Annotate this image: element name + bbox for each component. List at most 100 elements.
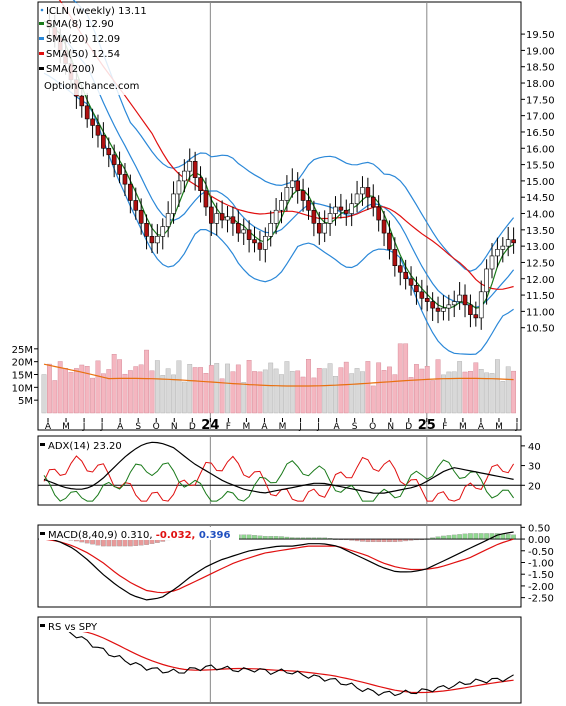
volume-bar bbox=[95, 360, 101, 414]
volume-bar bbox=[165, 368, 171, 414]
volume-tick-label: 10M bbox=[12, 383, 33, 394]
volume-bar bbox=[322, 368, 328, 414]
candle-body bbox=[316, 223, 322, 234]
candle-body bbox=[241, 229, 247, 234]
volume-bar bbox=[252, 371, 257, 414]
x-tick-label: J bbox=[515, 422, 519, 432]
y-tick-label: 15.00 bbox=[526, 177, 555, 188]
volume-bar bbox=[381, 370, 387, 414]
candle-body bbox=[392, 249, 398, 267]
candle-body bbox=[171, 193, 176, 214]
candle-body bbox=[182, 170, 187, 182]
volume-bar bbox=[246, 360, 252, 414]
x-tick-label: M bbox=[62, 422, 70, 432]
y-tick-label: 17.50 bbox=[526, 95, 555, 106]
volume-bar bbox=[419, 368, 425, 414]
volume-bar bbox=[473, 362, 479, 414]
y-tick-label: 15.50 bbox=[526, 161, 555, 172]
volume-bar bbox=[457, 361, 463, 414]
volume-bar bbox=[219, 378, 225, 414]
x-tick-label: M bbox=[495, 422, 503, 432]
macd-histogram-bar bbox=[446, 535, 452, 540]
candle-body bbox=[360, 187, 365, 195]
macd-tick-label: 0.50 bbox=[528, 523, 550, 534]
candle-body bbox=[257, 242, 263, 250]
volume-bar bbox=[187, 364, 193, 414]
macd-signal-line bbox=[43, 538, 514, 594]
candle-body bbox=[214, 213, 220, 224]
candle-body bbox=[489, 255, 495, 270]
candle-body bbox=[441, 307, 446, 312]
candle-body bbox=[419, 291, 425, 299]
volume-bar bbox=[73, 368, 79, 414]
candle-body bbox=[397, 265, 403, 273]
x-tick-label: J bbox=[298, 422, 302, 432]
volume-bar bbox=[430, 380, 436, 414]
volume-tick-label: 20M bbox=[12, 358, 33, 369]
volume-bar bbox=[500, 381, 506, 414]
volume-bar bbox=[511, 370, 517, 414]
macd-histogram-bar bbox=[473, 533, 479, 540]
candle-body bbox=[225, 216, 230, 221]
candle-body bbox=[117, 164, 122, 175]
volume-bar bbox=[478, 369, 484, 414]
y-tick-label: 12.00 bbox=[526, 275, 555, 286]
rs-swatch bbox=[40, 624, 45, 627]
candle-body bbox=[219, 213, 225, 221]
candle-body bbox=[387, 232, 392, 250]
volume-bar bbox=[160, 375, 166, 414]
volume-bar bbox=[495, 359, 500, 414]
volume-bar bbox=[349, 373, 355, 414]
macd-histogram-bar bbox=[468, 533, 473, 540]
x-tick-label: F bbox=[442, 422, 447, 432]
macd-tick-label: -0.50 bbox=[528, 547, 554, 558]
y-tick-label: 18.00 bbox=[526, 79, 555, 90]
rs-line bbox=[43, 624, 514, 697]
volume-bar bbox=[235, 364, 241, 414]
volume-bar bbox=[279, 374, 284, 414]
candle-body bbox=[122, 174, 128, 185]
volume-bar bbox=[149, 370, 155, 414]
y-tick-label: 12.50 bbox=[526, 258, 555, 269]
x-tick-label: A bbox=[261, 422, 268, 432]
candle-body bbox=[430, 301, 435, 309]
x-tick-label: 24 bbox=[201, 418, 219, 433]
volume-bar bbox=[354, 368, 360, 414]
volume-bar bbox=[370, 385, 376, 414]
minus-di-line bbox=[43, 459, 515, 502]
volume-bar bbox=[241, 382, 247, 414]
volume-bar bbox=[192, 367, 198, 414]
candle-body bbox=[338, 206, 344, 211]
volume-bar bbox=[138, 364, 144, 414]
legend-swatch bbox=[39, 22, 44, 25]
candle-body bbox=[111, 154, 117, 165]
candle-body bbox=[462, 294, 468, 306]
y-tick-label: 16.00 bbox=[526, 144, 555, 155]
y-tick-label: 10.50 bbox=[526, 324, 555, 335]
adx-tick-label: 20 bbox=[528, 481, 541, 492]
volume-bar bbox=[257, 371, 263, 414]
y-tick-label: 14.00 bbox=[526, 210, 555, 221]
volume-bar bbox=[338, 367, 344, 414]
macd-line bbox=[43, 531, 514, 601]
volume-bar bbox=[376, 362, 382, 414]
candle-body bbox=[495, 249, 500, 257]
candle-body bbox=[209, 206, 214, 224]
candle-body bbox=[354, 193, 360, 205]
watermark: OptionChance.com bbox=[44, 81, 139, 92]
adx-tick-label: 40 bbox=[528, 442, 541, 453]
volume-bar bbox=[52, 380, 58, 414]
x-tick-label: S bbox=[352, 422, 358, 432]
macd-histogram-bar bbox=[246, 534, 252, 540]
volume-bar bbox=[408, 377, 414, 414]
volume-tick-label: 15M bbox=[12, 371, 33, 382]
legend-label: SMA(200) bbox=[46, 64, 95, 75]
macd-swatch bbox=[40, 532, 45, 535]
macd-histogram-bar bbox=[462, 533, 468, 540]
candle-body bbox=[468, 304, 473, 315]
candle-body bbox=[403, 271, 408, 280]
volume-average-line bbox=[43, 363, 514, 387]
x-tick-label: M bbox=[243, 422, 251, 432]
x-tick-label: A bbox=[478, 422, 485, 432]
